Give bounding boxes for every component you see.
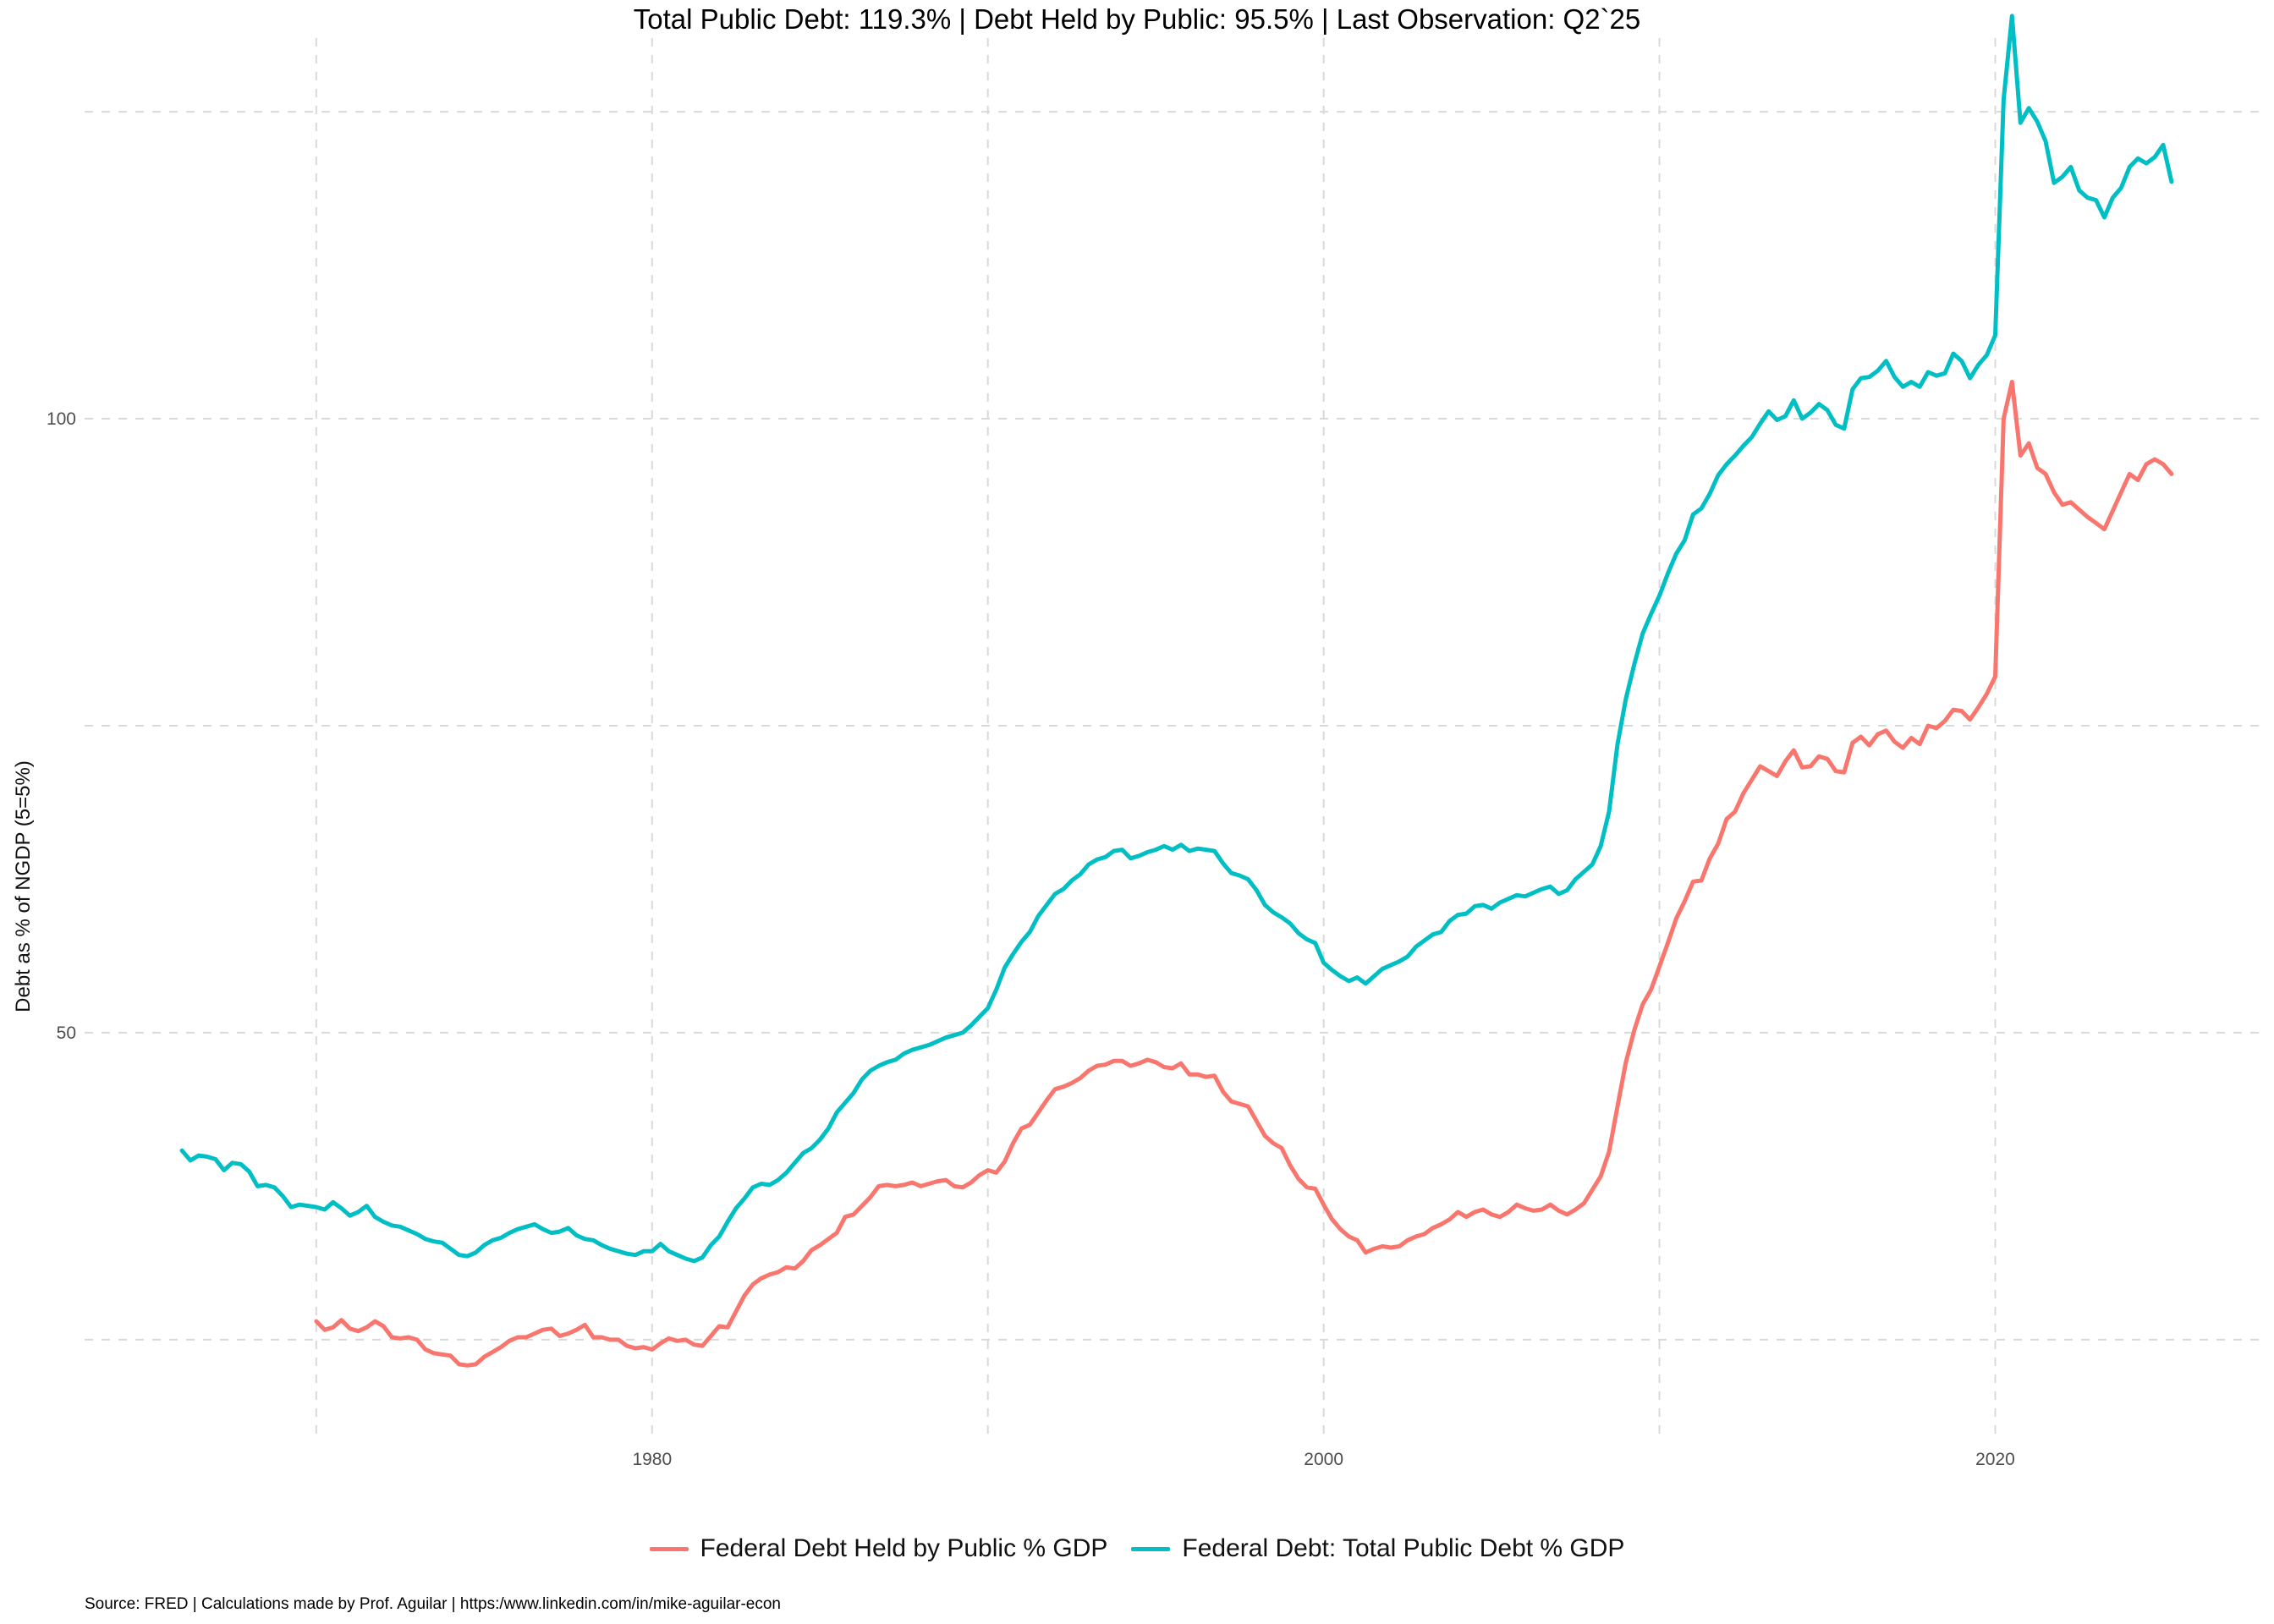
legend-item-total: Federal Debt: Total Public Debt % GDP [1131, 1534, 1624, 1563]
series-line-total [179, 14, 2174, 1264]
legend-key-total [1131, 1546, 1171, 1551]
y-tick-label: 50 [57, 1023, 76, 1043]
legend: Federal Debt Held by Public % GDP Federa… [0, 1534, 2274, 1563]
legend-item-public: Federal Debt Held by Public % GDP [649, 1534, 1108, 1563]
x-tick-label: 2020 [1975, 1450, 2015, 1469]
x-tick-label: 2000 [1304, 1450, 1343, 1469]
legend-label-total: Federal Debt: Total Public Debt % GDP [1182, 1534, 1625, 1562]
chart-title: Total Public Debt: 119.3% | Debt Held by… [633, 3, 1641, 35]
legend-label-public: Federal Debt Held by Public % GDP [700, 1534, 1108, 1562]
y-tick-label: 100 [47, 409, 76, 429]
tick-layer: 1980 2000 2020 50 100 [47, 409, 2015, 1469]
legend-key-public [649, 1546, 689, 1551]
grid-layer [85, 38, 2267, 1438]
source-caption: Source: FRED | Calculations made by Prof… [85, 1595, 781, 1613]
series-layer [179, 14, 2174, 1368]
x-tick-label: 1980 [632, 1450, 672, 1469]
series-line-public [314, 380, 2174, 1368]
y-axis-label: Debt as % of NGDP (5=5%) [12, 760, 35, 1012]
